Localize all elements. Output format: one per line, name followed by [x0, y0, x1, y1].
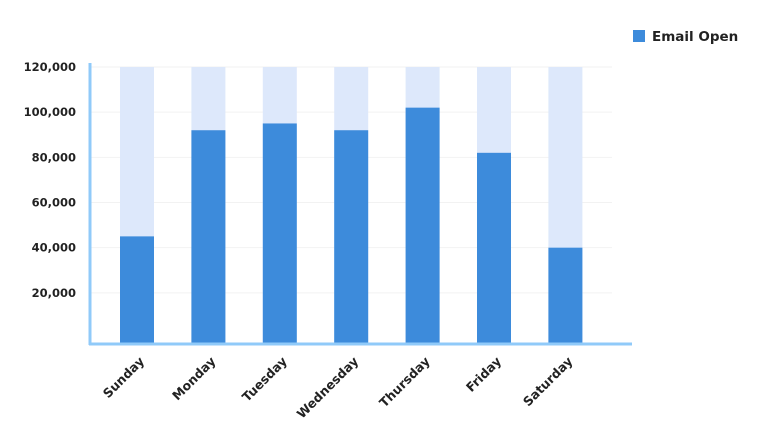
y-tick-label: 40,000: [32, 241, 76, 255]
bar-monday: [191, 130, 226, 344]
bar-thursday: [405, 107, 440, 345]
y-tick-label: 120,000: [24, 60, 76, 74]
y-tick-label: 100,000: [24, 105, 76, 119]
bar-wednesday: [334, 130, 369, 344]
y-tick-label: 60,000: [32, 196, 76, 210]
bar-tuesday: [262, 123, 297, 344]
x-tick-label: Thursday: [376, 354, 433, 411]
legend-label: Email Open: [652, 29, 738, 45]
bar-friday: [477, 152, 511, 344]
bar-sunday: [120, 236, 154, 344]
x-tick-label: Friday: [463, 354, 504, 395]
x-tick-label: Wednesday: [294, 354, 362, 422]
bar-saturday: [548, 247, 583, 344]
x-tick-label: Monday: [169, 354, 219, 404]
y-tick-label: 20,000: [32, 286, 76, 300]
x-tick-label: Sunday: [100, 354, 147, 401]
x-tick-label: Tuesday: [239, 354, 290, 405]
legend-swatch: [633, 30, 645, 42]
x-tick-label: Saturday: [520, 354, 576, 410]
y-tick-label: 80,000: [32, 150, 76, 164]
